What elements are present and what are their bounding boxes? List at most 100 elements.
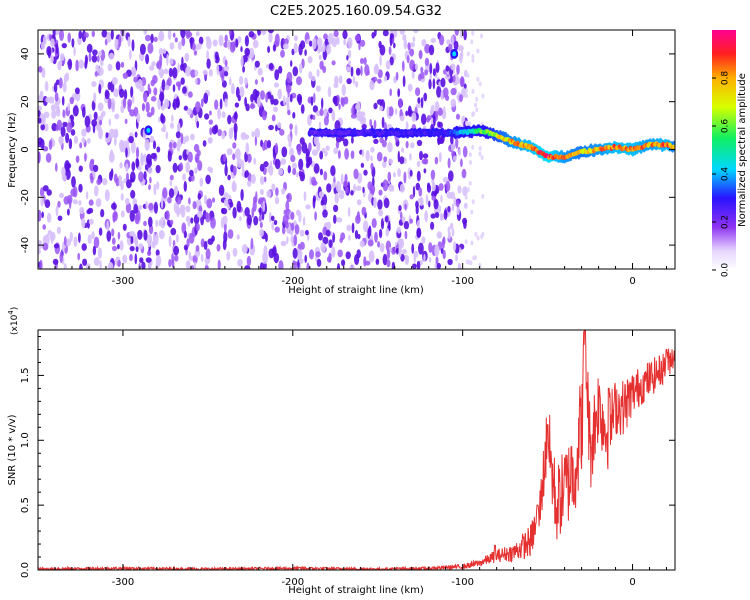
noise-speck [346,224,352,232]
noise-speck [120,193,124,201]
noise-speck [447,226,451,234]
noise-speck [432,78,436,90]
noise-speck [281,226,286,235]
noise-speck [167,30,172,40]
noise-speck [391,185,395,192]
noise-speck [424,57,430,66]
noise-speck [192,201,197,210]
noise-speck [172,162,178,173]
noise-speck [245,103,250,112]
noise-speck [105,132,109,139]
noise-speck [206,50,210,61]
noise-speck [312,197,316,209]
noise-speck [319,168,323,176]
noise-speck [155,219,159,228]
noise-speck [345,186,349,194]
noise-speck [273,82,280,88]
x-tick-label: -200 [281,577,304,588]
noise-speck [92,123,96,134]
noise-speck [478,262,482,268]
noise-speck [420,97,424,109]
noise-speck [367,228,371,240]
noise-speck [226,39,231,50]
noise-speck [187,107,192,116]
noise-speck [404,203,407,210]
noise-speck [214,99,219,110]
noise-speck [423,168,427,174]
noise-speck [259,228,264,237]
noise-speck [340,173,344,185]
noise-speck [268,248,275,259]
noise-speck [280,240,287,247]
noise-speck [150,152,157,160]
noise-speck [443,209,448,221]
noise-speck [404,230,408,240]
noise-speck [227,174,231,181]
noise-speck [130,86,134,98]
noise-speck [453,40,459,51]
noise-speck [41,67,46,78]
noise-speck [426,117,430,123]
noise-speck [378,189,383,196]
noise-speck [445,180,451,192]
noise-speck [40,41,46,50]
noise-speck [436,85,442,98]
noise-speck [211,197,216,203]
noise-speck [93,236,100,249]
noise-speck [355,185,362,192]
noise-speck [292,247,298,259]
noise-speck [378,228,383,239]
noise-speck [299,171,305,182]
noise-speck [222,215,228,225]
noise-speck [374,231,378,243]
noise-speck [337,150,341,159]
noise-speck [306,262,310,269]
noise-speck [59,192,64,199]
noise-speck [383,197,390,209]
noise-speck [381,116,385,129]
noise-speck [226,251,231,261]
noise-speck [394,108,398,115]
noise-speck [326,183,332,193]
noise-speck [328,239,333,249]
noise-speck [58,77,63,89]
noise-speck [79,263,83,269]
noise-speck [194,167,198,174]
noise-speck [299,241,305,250]
noise-speck [195,31,200,37]
noise-speck [320,242,326,253]
noise-speck [267,164,270,173]
noise-speck [200,238,205,248]
noise-speck [169,42,175,50]
noise-speck [99,260,102,269]
noise-speck [129,245,135,252]
noise-speck [411,243,415,254]
noise-speck [465,93,468,99]
noise-speck [413,30,419,34]
noise-speck [175,233,179,243]
noise-speck [131,95,135,104]
noise-speck [169,58,174,65]
noise-speck [451,228,455,237]
noise-speck [454,30,460,36]
noise-speck [312,105,318,113]
y-tick-label: 20 [20,95,31,108]
noise-speck [429,62,433,75]
noise-speck [437,205,442,213]
noise-speck [353,168,359,180]
noise-speck [443,69,447,75]
noise-speck [196,42,202,50]
noise-speck [51,123,58,132]
noise-speck [203,92,209,104]
noise-speck [173,254,179,262]
noise-speck [82,258,88,266]
noise-speck [82,106,86,118]
noise-speck [471,57,475,63]
noise-speck [67,102,71,112]
noise-speck [209,127,213,136]
noise-speck [160,216,166,229]
ridge-track [144,48,675,164]
noise-speck [261,110,267,121]
y-tick-label: 1.5 [20,367,31,383]
